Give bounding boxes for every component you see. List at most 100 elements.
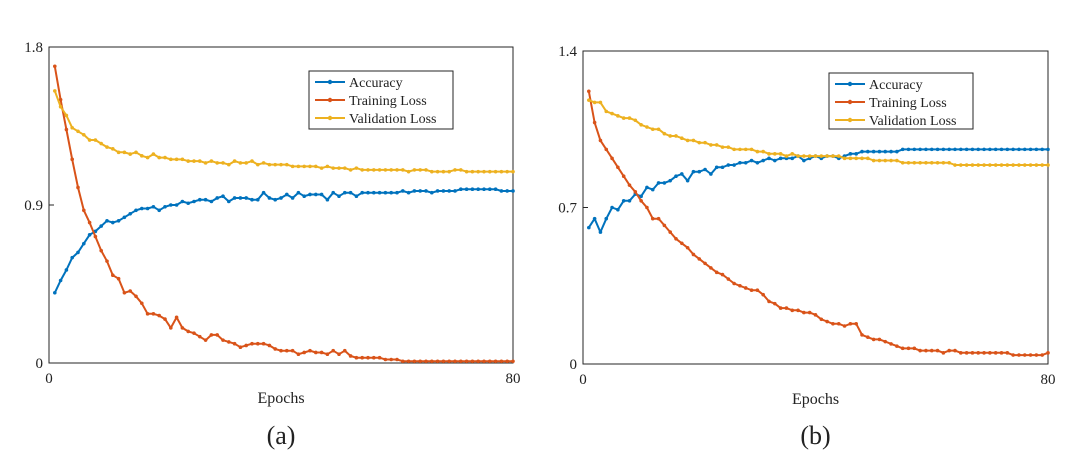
data-point — [488, 169, 492, 174]
data-point — [592, 216, 597, 221]
data-point — [627, 198, 632, 203]
data-point — [947, 160, 951, 165]
data-point — [145, 312, 150, 316]
data-point — [895, 149, 899, 154]
data-point — [761, 149, 765, 154]
data-point — [790, 156, 795, 161]
data-point — [93, 138, 98, 142]
data-point — [470, 169, 475, 174]
data-point — [424, 359, 428, 364]
data-point — [174, 203, 179, 207]
data-point — [732, 147, 736, 152]
data-point — [395, 168, 399, 172]
data-point — [749, 158, 754, 163]
data-point — [273, 197, 278, 202]
data-point — [493, 359, 498, 364]
data-point — [441, 359, 446, 364]
data-point — [959, 163, 963, 167]
data-point — [668, 134, 672, 138]
data-point — [215, 161, 219, 165]
data-point — [1005, 163, 1010, 167]
data-point — [877, 158, 882, 163]
data-point — [192, 199, 196, 204]
data-point — [895, 344, 899, 348]
data-point — [703, 140, 707, 145]
data-point — [290, 164, 295, 169]
data-point — [1022, 147, 1027, 152]
data-point — [134, 294, 138, 299]
data-point — [70, 125, 74, 130]
data-point — [290, 196, 295, 200]
data-point — [674, 237, 678, 241]
data-point — [802, 310, 806, 315]
data-point — [616, 114, 620, 118]
data-point — [656, 216, 661, 221]
data-point — [116, 276, 121, 281]
data-point — [372, 190, 376, 195]
data-point — [180, 326, 185, 330]
data-point — [383, 357, 388, 362]
data-point — [470, 359, 475, 364]
data-point — [1017, 353, 1021, 357]
series-line-accuracy — [53, 188, 513, 294]
data-point — [1011, 163, 1015, 167]
data-point — [511, 189, 515, 193]
data-point — [418, 359, 423, 364]
data-point — [726, 277, 731, 281]
data-point — [680, 241, 684, 246]
data-point — [732, 163, 736, 167]
data-point — [221, 161, 225, 165]
data-point — [140, 206, 144, 211]
legend-label: Validation Loss — [869, 114, 957, 129]
data-point — [697, 257, 702, 261]
data-point — [511, 169, 515, 174]
data-point — [1046, 163, 1050, 167]
y-tick-label: 0.9 — [24, 198, 43, 214]
data-point — [151, 312, 156, 316]
data-point — [111, 220, 115, 225]
data-point — [871, 337, 876, 342]
data-point — [441, 169, 446, 174]
data-point — [1046, 351, 1050, 355]
data-point — [482, 187, 486, 191]
data-point — [778, 152, 783, 156]
data-point — [325, 352, 330, 357]
data-point — [1011, 353, 1015, 357]
data-point — [383, 168, 388, 172]
data-point — [889, 158, 893, 163]
data-point — [430, 190, 434, 195]
data-point — [169, 326, 173, 330]
data-point — [743, 160, 748, 165]
data-point — [499, 169, 504, 174]
data-point — [639, 194, 643, 199]
data-point — [831, 154, 835, 158]
y-tick-label: 1.4 — [558, 44, 577, 60]
data-point — [105, 219, 109, 223]
data-point — [610, 156, 614, 161]
data-point — [238, 345, 243, 350]
data-point — [140, 301, 144, 306]
data-point — [610, 205, 614, 210]
data-point — [993, 351, 998, 355]
data-point — [308, 164, 312, 169]
data-point — [912, 147, 917, 152]
data-point — [76, 185, 80, 190]
data-point — [122, 290, 127, 295]
data-point — [889, 342, 893, 346]
data-point — [76, 250, 80, 255]
data-point — [924, 147, 928, 152]
data-point — [685, 138, 690, 143]
chart-panel-a: 0 0.9 1.8 0 80 Epochs (a) Accuracy Training Loss… — [24, 40, 520, 450]
data-point — [459, 187, 463, 191]
data-point — [169, 157, 173, 162]
data-point — [587, 89, 591, 94]
y-tick-label: 0 — [36, 356, 44, 372]
data-point — [319, 166, 324, 170]
data-point — [1034, 353, 1039, 357]
data-point — [685, 178, 690, 183]
x-tick-label: 0 — [579, 372, 587, 388]
data-point — [493, 187, 498, 191]
data-point — [749, 147, 754, 152]
data-point — [947, 147, 951, 152]
data-point — [790, 308, 795, 313]
